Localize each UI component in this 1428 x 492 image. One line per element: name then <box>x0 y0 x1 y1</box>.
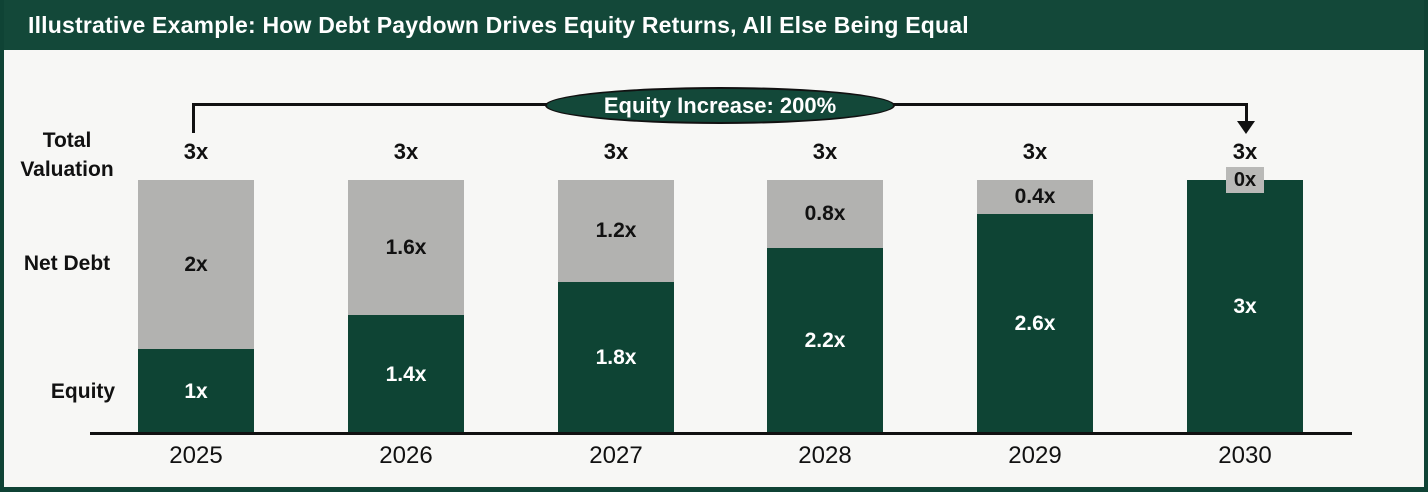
equity-segment-label: 2.6x <box>1014 311 1056 335</box>
equity-segment: 1.8x <box>558 281 674 434</box>
x-axis-line <box>90 432 1352 435</box>
equity-segment: 1x <box>138 349 254 434</box>
row-label-total-valuation: Total Valuation <box>20 129 114 181</box>
equity-segment: 3x <box>1187 180 1303 434</box>
arrow-left-segment <box>192 103 195 133</box>
row-label-net-debt: Net Debt <box>23 252 111 275</box>
equity-segment: 2.2x <box>767 247 883 434</box>
equity-segment-label: 2.2x <box>804 328 846 352</box>
header-bar: Illustrative Example: How Debt Paydown D… <box>4 0 1424 50</box>
equity-segment-label: 1.8x <box>595 345 637 369</box>
net-debt-segment: 2x <box>138 180 254 350</box>
equity-segment-label: 1.4x <box>385 362 427 386</box>
page-title: Illustrative Example: How Debt Paydown D… <box>28 11 969 38</box>
equity-increase-annotation: Equity Increase: 200% <box>545 87 895 124</box>
net-debt-zero-badge: 0x <box>1226 167 1264 193</box>
net-debt-segment-label: 2x <box>184 252 208 276</box>
total-valuation-value: 3x <box>1232 139 1258 164</box>
net-debt-segment: 0.8x <box>767 180 883 248</box>
x-axis-tick-label: 2028 <box>798 442 852 469</box>
net-debt-segment-label: 0.8x <box>804 201 846 225</box>
net-debt-segment: 1.2x <box>558 180 674 282</box>
x-axis-tick-label: 2030 <box>1218 442 1272 469</box>
equity-segment: 2.6x <box>977 213 1093 434</box>
arrow-down-icon <box>1237 121 1255 134</box>
equity-segment: 1.4x <box>348 315 464 434</box>
net-debt-segment-label: 1.2x <box>595 218 637 242</box>
row-label-equity: Equity <box>50 380 116 403</box>
total-valuation-value: 3x <box>1022 139 1048 164</box>
total-valuation-value: 3x <box>603 139 629 164</box>
net-debt-segment-label: 0.4x <box>1014 184 1056 208</box>
net-debt-segment-label: 1.6x <box>385 235 427 259</box>
net-debt-segment: 0.4x <box>977 180 1093 214</box>
equity-increase-label: Equity Increase: 200% <box>603 92 837 118</box>
x-axis-tick-label: 2027 <box>589 442 643 469</box>
x-axis-tick-label: 2026 <box>379 442 433 469</box>
total-valuation-value: 3x <box>183 139 209 164</box>
total-valuation-value: 3x <box>812 139 838 164</box>
equity-segment-label: 1x <box>184 379 208 403</box>
net-debt-segment: 1.6x <box>348 180 464 316</box>
equity-segment-label: 3x <box>1233 295 1257 318</box>
total-valuation-value: 3x <box>393 139 419 164</box>
x-axis-tick-label: 2025 <box>169 442 223 469</box>
x-axis-tick-label: 2029 <box>1008 442 1062 469</box>
arrow-right-segment <box>1245 103 1248 123</box>
